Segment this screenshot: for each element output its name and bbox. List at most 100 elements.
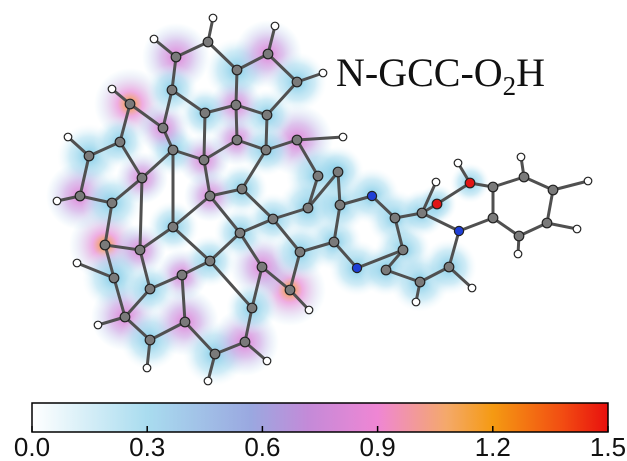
- bond: [208, 194, 242, 235]
- nitrogen-atom: [366, 190, 378, 202]
- hydrogen-atom: [72, 258, 82, 268]
- carbon-atom: [202, 36, 214, 48]
- hydrogen-atom: [270, 21, 280, 31]
- bond: [266, 52, 299, 84]
- carbon-atom: [230, 99, 242, 111]
- hydrogen-atom: [318, 68, 328, 78]
- carbon-atom: [199, 107, 211, 119]
- bond: [123, 315, 152, 342]
- carbon-atom: [166, 84, 178, 96]
- carbon-atom: [513, 230, 525, 242]
- carbon-atom: [389, 212, 401, 224]
- carbon-atom: [170, 51, 182, 63]
- bond: [435, 181, 472, 206]
- carbon-atom: [144, 334, 156, 346]
- carbon-atom: [414, 276, 426, 288]
- bond: [118, 140, 144, 180]
- bond-network: [55, 16, 590, 383]
- carbon-atom: [144, 283, 156, 295]
- hydrogen-atom: [453, 158, 463, 168]
- colorbar-tick-label: 1.2: [475, 432, 511, 461]
- carbon-atom: [256, 261, 268, 273]
- carbon-atom: [176, 269, 188, 281]
- bond: [171, 194, 212, 229]
- carbon-atom: [179, 316, 191, 328]
- bond: [393, 216, 405, 252]
- bond: [260, 265, 292, 292]
- colorbar-tick-label: 0.6: [244, 432, 280, 461]
- nitrogen-atom: [453, 225, 465, 237]
- hydrogen-atom: [338, 132, 348, 142]
- hydrogen-atom: [513, 249, 523, 259]
- bond: [264, 113, 269, 152]
- bond: [183, 320, 217, 356]
- carbon-atom: [74, 190, 86, 202]
- carbon-atom: [124, 98, 136, 110]
- bond: [234, 68, 239, 107]
- bond: [306, 174, 320, 210]
- hydrogen-atom: [411, 297, 421, 307]
- bond: [208, 187, 244, 198]
- bond: [78, 154, 91, 198]
- bond: [202, 158, 212, 198]
- bond: [206, 40, 239, 72]
- bond: [171, 225, 212, 263]
- carbon-atom: [443, 261, 455, 273]
- colorbar-tick-label: 1.5: [590, 432, 626, 461]
- bond: [148, 320, 187, 342]
- bond: [118, 102, 132, 144]
- carbon-atom: [332, 166, 344, 178]
- bond: [265, 80, 299, 117]
- carbon-atom: [246, 302, 258, 314]
- bond: [551, 179, 590, 192]
- bond: [148, 273, 184, 291]
- carbon-atom: [204, 190, 216, 202]
- carbon-atom: [547, 184, 559, 196]
- hydrogen-atom: [304, 305, 314, 315]
- bond: [234, 103, 239, 142]
- bond: [161, 88, 174, 130]
- bond: [112, 276, 127, 319]
- molecule-label: N-GCC-O2H: [336, 50, 545, 101]
- bond: [174, 40, 210, 59]
- carbon-atom: [334, 199, 346, 211]
- bond: [170, 88, 207, 115]
- colorbar-tick-label: 0.0: [14, 432, 50, 461]
- carbon-atom: [136, 172, 148, 184]
- colorbar-tick-label: 0.3: [129, 432, 165, 461]
- bond: [202, 111, 207, 162]
- hydrogen-atom: [516, 152, 526, 162]
- bond: [338, 194, 374, 207]
- bond: [491, 175, 526, 189]
- colorbar-gradient: [31, 402, 609, 433]
- hydrogen-atom: [203, 376, 213, 386]
- carbon-atom: [114, 136, 126, 148]
- bond: [103, 243, 142, 252]
- hydrogen-atom: [93, 320, 103, 330]
- carbon-atom: [239, 336, 251, 348]
- hydrogen-atom: [63, 132, 73, 142]
- bond: [271, 217, 302, 254]
- hydrogen-atom: [208, 13, 218, 23]
- bond: [103, 201, 114, 247]
- carbon-atom: [291, 134, 303, 146]
- bond: [298, 240, 336, 254]
- carbon-atom: [284, 284, 296, 296]
- bond: [170, 55, 178, 92]
- hydrogen-atom: [583, 176, 593, 186]
- carbon-atom: [231, 134, 243, 146]
- carbon-atom: [83, 150, 95, 162]
- bond: [202, 138, 239, 162]
- hydrogen-atom: [572, 224, 582, 234]
- bond: [128, 102, 165, 130]
- hydrogen-atom: [107, 84, 117, 94]
- carbon-atom: [261, 109, 273, 121]
- bond: [235, 52, 270, 72]
- bond: [336, 170, 342, 207]
- carbon-atom: [108, 272, 120, 284]
- bond: [306, 170, 340, 210]
- nitrogen-atom: [351, 262, 363, 274]
- carbon-atom: [198, 154, 210, 166]
- hydrogen-atom: [467, 283, 477, 293]
